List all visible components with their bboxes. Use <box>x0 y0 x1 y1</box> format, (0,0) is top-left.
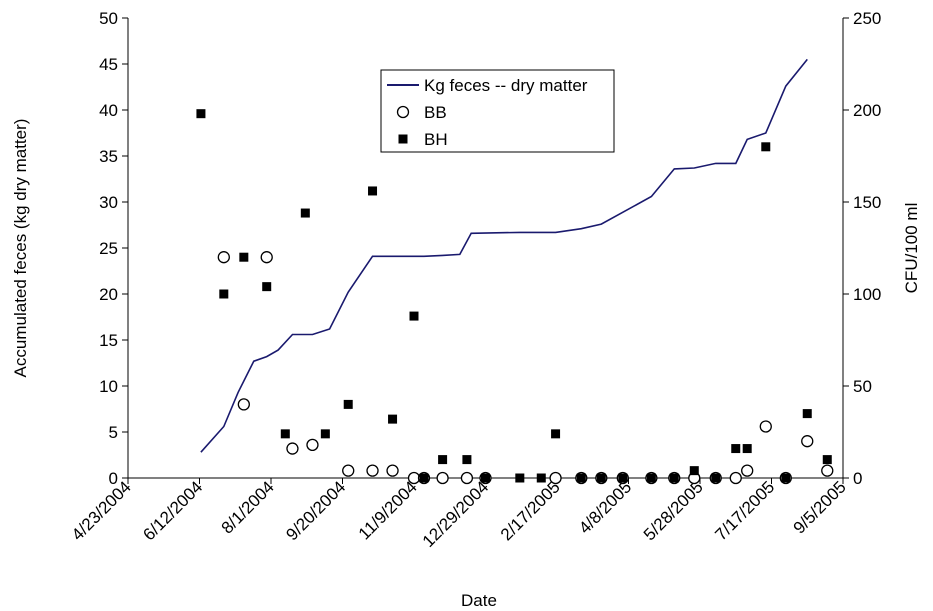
left-tick-label: 30 <box>99 193 118 212</box>
bh-point <box>419 473 429 483</box>
x-axis-title: Date <box>461 591 497 610</box>
bh-point <box>438 455 448 465</box>
right-axis-ticks: 0 50 100 150 200 250 <box>843 9 881 488</box>
legend-square-marker <box>398 134 408 144</box>
bb-point <box>759 420 772 433</box>
bh-point <box>781 473 791 483</box>
left-tick-label: 25 <box>99 239 118 258</box>
bh-point <box>761 142 771 152</box>
bh-point <box>196 109 206 119</box>
bb-point <box>821 464 834 477</box>
left-tick-label: 50 <box>99 9 118 28</box>
y-axis-left-title: Accumulated feces (kg dry matter) <box>11 119 30 378</box>
bh-point <box>536 473 546 483</box>
x-tick-label: 12/29/2004 <box>419 477 493 551</box>
x-tick-label: 5/28/2005 <box>640 477 707 544</box>
right-tick-label: 200 <box>853 101 881 120</box>
bh-point <box>669 473 679 483</box>
bb-point <box>549 471 562 485</box>
legend-box <box>380 69 615 153</box>
left-axis-ticks: 0 5 10 15 20 25 30 35 40 45 50 <box>99 9 128 488</box>
left-tick-label: 20 <box>99 285 118 304</box>
left-tick-label: 15 <box>99 331 118 350</box>
bh-point <box>576 473 586 483</box>
x-tick-label: 4/8/2005 <box>575 477 635 537</box>
x-axis-ticks: 4/23/2004 6/12/2004 8/1/2004 9/20/2004 11/9/… <box>68 477 850 551</box>
bh-point <box>343 399 353 409</box>
bb-point <box>729 471 742 485</box>
left-tick-label: 10 <box>99 377 118 396</box>
bh-point <box>551 429 561 439</box>
bb-point <box>237 398 250 411</box>
left-tick-label: 40 <box>99 101 118 120</box>
bb-point <box>801 435 814 448</box>
legend: Kg feces -- dry matter BB BH <box>380 69 615 153</box>
legend-circle-marker <box>396 105 410 119</box>
left-tick-label: 0 <box>109 469 118 488</box>
bh-point <box>596 473 606 483</box>
x-tick-label: 9/20/2004 <box>282 477 349 544</box>
bh-point <box>742 444 752 454</box>
bh-point <box>802 409 812 419</box>
bh-point <box>481 473 490 483</box>
bb-point <box>407 471 421 485</box>
legend-label-feces: Kg feces -- dry matter <box>424 76 588 95</box>
left-tick-label: 45 <box>99 55 118 74</box>
feces-line <box>200 58 808 453</box>
x-tick-label: 6/12/2004 <box>139 477 206 544</box>
x-tick-label: 11/9/2004 <box>355 477 421 543</box>
x-tick-label: 4/23/2004 <box>68 477 135 544</box>
x-tick-label: 9/5/2005 <box>790 477 850 537</box>
bb-series <box>217 251 834 485</box>
bh-point <box>618 473 628 483</box>
bb-point <box>366 464 379 477</box>
bb-point <box>260 251 273 264</box>
bh-point <box>262 282 272 292</box>
bb-point <box>741 464 754 477</box>
left-tick-label: 5 <box>109 423 118 442</box>
bb-point <box>436 471 449 485</box>
bb-point <box>342 464 355 477</box>
bh-point <box>388 414 398 424</box>
bh-point <box>219 289 229 299</box>
bh-point <box>646 473 656 483</box>
bb-point <box>217 251 230 264</box>
bh-series <box>196 109 832 483</box>
y-axis-right-title: CFU/100 ml <box>902 203 921 294</box>
bh-point <box>731 444 741 454</box>
bh-point <box>462 455 472 465</box>
bh-point <box>409 311 419 321</box>
right-tick-label: 150 <box>853 193 881 212</box>
right-tick-label: 0 <box>853 469 862 488</box>
legend-label-bh: BH <box>424 130 448 149</box>
bh-point <box>689 466 699 476</box>
bh-point <box>822 455 832 465</box>
bh-point <box>300 208 310 218</box>
bh-point <box>239 252 249 262</box>
bb-point <box>306 438 319 452</box>
bh-point <box>368 186 378 196</box>
feces-series <box>200 58 808 453</box>
right-tick-label: 250 <box>853 9 881 28</box>
x-tick-label: 8/1/2004 <box>218 477 278 537</box>
bb-point <box>386 464 399 477</box>
bb-point <box>460 471 474 485</box>
left-tick-label: 35 <box>99 147 118 166</box>
bb-point <box>286 442 299 455</box>
x-tick-label: 7/17/2005 <box>711 477 778 544</box>
legend-label-bb: BB <box>424 103 447 122</box>
x-tick-label: 2/17/2005 <box>497 477 564 544</box>
bh-point <box>280 429 290 439</box>
bh-point <box>711 473 721 483</box>
bh-point <box>320 429 330 439</box>
bh-point <box>515 473 525 483</box>
right-tick-label: 50 <box>853 377 872 396</box>
right-tick-label: 100 <box>853 285 881 304</box>
